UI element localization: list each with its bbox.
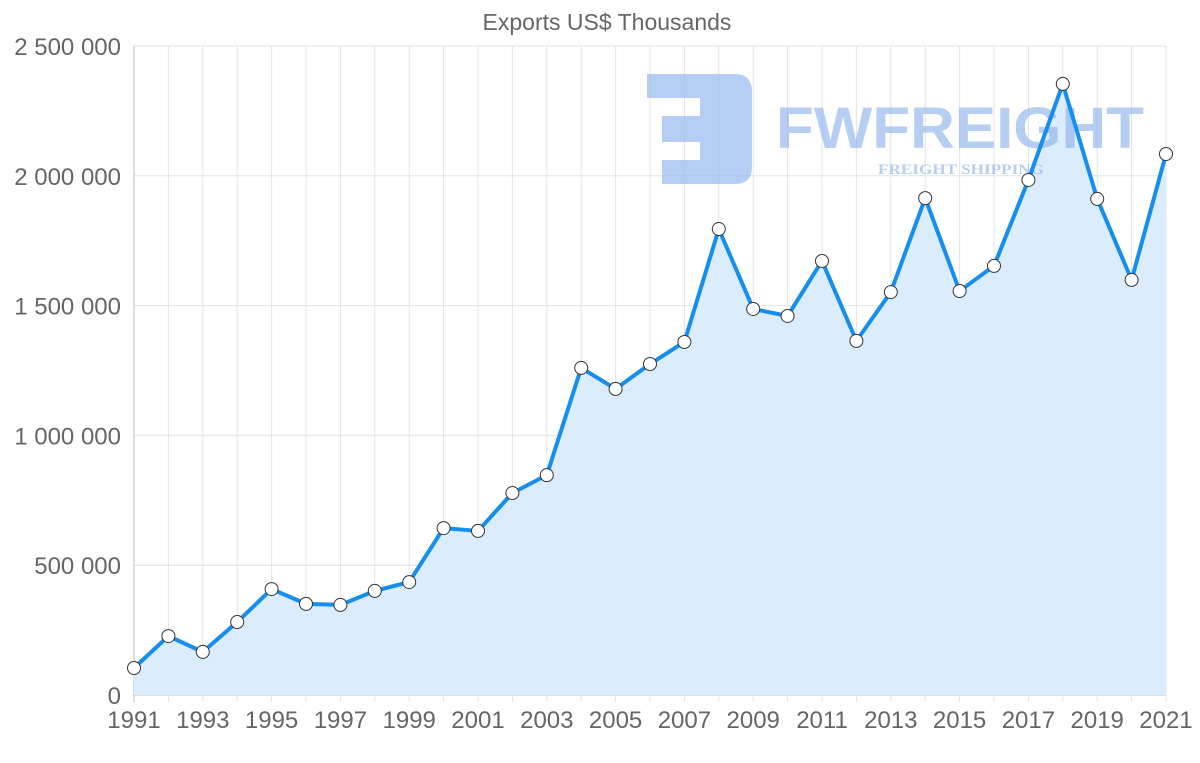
y-tick-label: 2 500 000 xyxy=(14,34,121,61)
y-axis: 0 500 000 1 000 000 1 500 000 2 000 000 2 500… xyxy=(14,34,121,710)
x-tick-label: 1997 xyxy=(314,707,367,734)
x-tick-label: 2017 xyxy=(1002,707,1055,734)
watermark-tagline: FREIGHT SHIPPING xyxy=(878,162,1044,178)
y-tick-label: 1 500 000 xyxy=(14,294,121,321)
logo-mark-icon xyxy=(647,74,752,184)
data-point xyxy=(1021,172,1036,187)
x-tick-label: 2009 xyxy=(727,707,780,734)
x-tick-label: 2003 xyxy=(520,707,573,734)
data-point xyxy=(574,360,589,375)
x-tick-label: 2015 xyxy=(933,707,986,734)
data-point xyxy=(436,521,451,536)
data-point xyxy=(918,191,933,206)
data-point xyxy=(402,575,417,590)
data-point xyxy=(1055,76,1070,91)
data-point xyxy=(677,334,692,349)
y-tick-label: 0 xyxy=(108,683,121,710)
data-point xyxy=(471,523,485,538)
x-tick-label: 2021 xyxy=(1139,707,1192,734)
x-tick-label: 2019 xyxy=(1071,707,1124,734)
data-point xyxy=(952,284,967,299)
y-tick-label: 2 000 000 xyxy=(14,164,121,191)
data-point xyxy=(161,629,176,644)
data-point xyxy=(643,357,657,372)
series-area-fill xyxy=(134,83,1166,695)
data-point xyxy=(780,308,795,323)
x-tick-label: 2007 xyxy=(658,707,711,734)
data-point xyxy=(505,486,520,501)
data-point xyxy=(883,285,898,300)
data-point xyxy=(608,381,623,396)
y-tick-label: 1 000 000 xyxy=(14,423,121,450)
data-point xyxy=(849,333,864,348)
data-point xyxy=(987,258,1001,273)
data-point xyxy=(1124,272,1139,287)
data-point xyxy=(711,222,726,237)
y-tick-label: 500 000 xyxy=(34,553,121,580)
chart-title: Exports US$ Thousands xyxy=(483,9,732,35)
data-point xyxy=(230,615,245,630)
x-tick-label: 2001 xyxy=(451,707,504,734)
data-point xyxy=(367,583,382,598)
x-tick-label: 2013 xyxy=(864,707,917,734)
data-point xyxy=(299,596,313,611)
x-tick-label: 2011 xyxy=(796,707,848,734)
data-point xyxy=(1159,146,1173,161)
x-tick-label: 1993 xyxy=(176,707,229,734)
x-tick-label: 2005 xyxy=(589,707,642,734)
data-point xyxy=(195,644,210,659)
x-tick-label: 1999 xyxy=(383,707,436,734)
data-point xyxy=(539,468,554,483)
data-point xyxy=(746,301,761,316)
watermark-brand: FWFREIGHT xyxy=(776,96,1144,161)
data-point xyxy=(127,661,141,676)
x-tick-label: 1991 xyxy=(107,707,160,734)
x-tick-label: 1995 xyxy=(245,707,298,734)
data-point xyxy=(333,597,348,612)
x-axis: 1991 1993 1995 1997 1999 2001 2003 2005 2007 2009… xyxy=(107,707,1192,734)
data-point xyxy=(264,582,279,597)
data-point xyxy=(1090,191,1105,206)
fwfreight-watermark-logo: FWFREIGHT FREIGHT SHIPPING xyxy=(647,74,1144,184)
data-points xyxy=(127,76,1173,676)
data-point xyxy=(815,253,829,268)
